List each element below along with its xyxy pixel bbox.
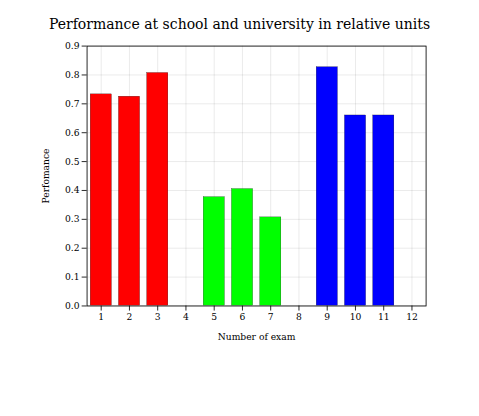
svg-text:9: 9 [324, 311, 330, 322]
svg-text:7: 7 [268, 311, 274, 322]
svg-text:0.1: 0.1 [65, 271, 80, 282]
svg-text:8: 8 [296, 311, 302, 322]
svg-text:11: 11 [378, 311, 390, 322]
svg-text:0.4: 0.4 [65, 184, 80, 195]
svg-text:12: 12 [406, 311, 418, 322]
svg-text:3: 3 [155, 311, 161, 322]
svg-text:10: 10 [350, 311, 362, 322]
svg-text:2: 2 [127, 311, 133, 322]
svg-text:4: 4 [183, 311, 189, 322]
svg-text:0.2: 0.2 [65, 242, 80, 253]
svg-text:0.3: 0.3 [65, 213, 80, 224]
svg-text:0.0: 0.0 [65, 300, 80, 311]
html-text:Performance at school and univ: Performance at school and university in … [48, 16, 431, 32]
svg-text:0.8: 0.8 [65, 69, 80, 80]
svg-text:6: 6 [240, 311, 246, 322]
svg-text:5: 5 [211, 311, 217, 322]
svg-text:0.6: 0.6 [65, 127, 80, 138]
svg-text:Number of exam: Number of exam [218, 331, 296, 342]
svg-text:0.5: 0.5 [65, 156, 80, 167]
svg-text:0.7: 0.7 [65, 98, 80, 109]
svg-text:1: 1 [98, 311, 104, 322]
svg-text:0.9: 0.9 [65, 40, 80, 51]
svg-text:Perfomance: Perfomance [40, 149, 51, 204]
